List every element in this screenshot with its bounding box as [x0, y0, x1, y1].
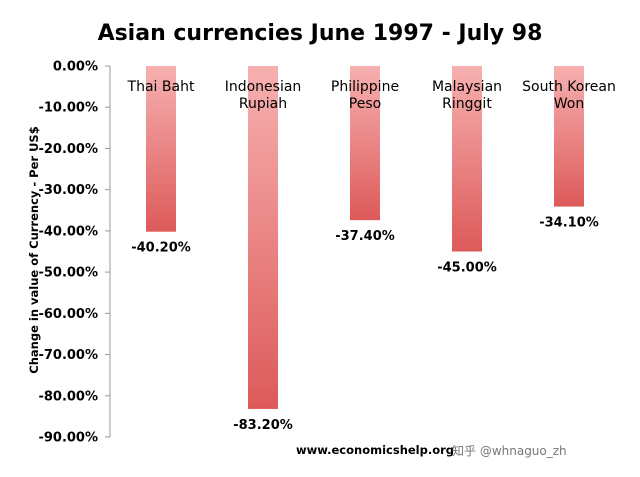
y-tick-labels: 0.00% -10.00% -20.00% -30.00% -40.00% -50.00%… [38, 60, 110, 446]
category-label: South Korean Won [522, 79, 616, 112]
category-label: Indonesian Rupiah [225, 79, 302, 112]
y-tick-label: -10.00% [38, 101, 98, 116]
source-label: www.economicshelp.org [296, 443, 454, 457]
y-tick-label: -40.00% [38, 224, 98, 239]
y-tick-label: -20.00% [38, 142, 98, 157]
category-label: Malaysian Ringgit [432, 79, 502, 112]
watermark-text: 知乎 @whnaguo_zh [452, 444, 567, 458]
y-tick-label: -80.00% [38, 389, 98, 404]
data-label: -34.10% [539, 216, 599, 231]
bar [452, 66, 482, 252]
bars [146, 66, 584, 409]
data-labels: -40.20% -83.20% -37.40% -45.00% -34.10% [131, 216, 599, 433]
category-label: Philippine Peso [331, 79, 399, 112]
y-tick-label: -50.00% [38, 266, 98, 281]
y-axis-label: Change in value of Currency - Per US$ [27, 126, 41, 373]
data-label: -40.20% [131, 241, 191, 256]
category-labels: Thai Baht Indonesian Rupiah Philippine Peso M… [127, 79, 616, 112]
y-tick-label: -60.00% [38, 307, 98, 322]
category-label: Thai Baht [127, 79, 195, 95]
y-tick-label: 0.00% [53, 60, 98, 75]
data-label: -37.40% [335, 229, 395, 244]
bar [350, 66, 380, 221]
bar [146, 66, 176, 232]
chart-title: Asian currencies June 1997 - July 98 [98, 21, 543, 46]
y-tick-label: -70.00% [38, 348, 98, 363]
data-label: -45.00% [437, 261, 497, 276]
data-label: -83.20% [233, 418, 293, 433]
bar [248, 66, 278, 409]
y-tick-label: -90.00% [38, 431, 98, 446]
y-tick-label: -30.00% [38, 183, 98, 198]
y-axis: 0.00% -10.00% -20.00% -30.00% -40.00% -50.00%… [38, 60, 111, 446]
bar [554, 66, 584, 207]
